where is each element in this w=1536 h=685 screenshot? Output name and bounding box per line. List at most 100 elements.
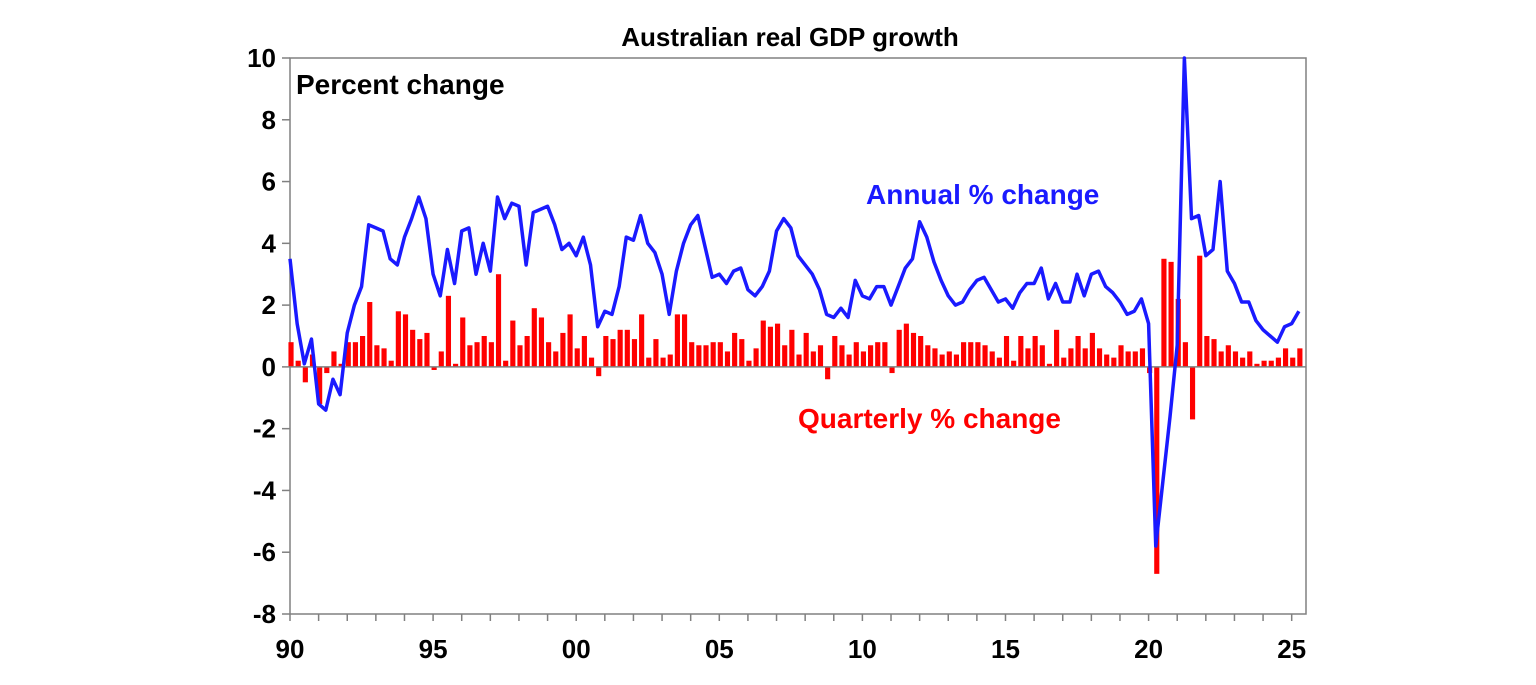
quarterly-bar <box>1161 258 1167 367</box>
quarterly-change-label: Quarterly % change <box>798 403 1061 434</box>
y-tick-label: -4 <box>253 475 277 505</box>
quarterly-bar <box>853 342 859 367</box>
quarterly-bar <box>1082 348 1088 367</box>
quarterly-bar <box>324 366 330 374</box>
quarterly-bar <box>832 336 838 367</box>
quarterly-bar <box>1132 351 1138 367</box>
quarterly-bar <box>961 342 967 367</box>
quarterly-bar <box>774 323 781 367</box>
quarterly-bar <box>317 366 323 404</box>
quarterly-bar <box>896 329 902 367</box>
quarterly-bar <box>1139 348 1146 367</box>
quarterly-bar <box>732 332 738 367</box>
quarterly-bar <box>1025 348 1031 367</box>
quarterly-bar <box>660 357 666 367</box>
quarterly-bar <box>610 339 616 367</box>
quarterly-bar <box>1111 357 1117 367</box>
quarterly-bar <box>553 351 559 367</box>
quarterly-bar <box>925 345 931 367</box>
quarterly-bar <box>381 348 387 367</box>
quarterly-bar <box>467 345 473 367</box>
quarterly-bar <box>1297 348 1303 367</box>
quarterly-bar <box>503 360 509 367</box>
quarterly-bar <box>588 357 595 367</box>
quarterly-bar <box>1089 332 1095 367</box>
quarterly-bar <box>474 342 480 367</box>
quarterly-bar <box>825 366 831 380</box>
quarterly-bar <box>1075 336 1081 367</box>
x-tick-label: 00 <box>562 634 591 664</box>
quarterly-bar <box>417 339 423 367</box>
quarterly-bar <box>1254 363 1260 367</box>
quarterly-bar <box>1003 336 1010 367</box>
quarterly-bar <box>667 354 673 367</box>
quarterly-bar <box>1182 342 1188 367</box>
quarterly-bar <box>460 317 466 367</box>
quarterly-bar <box>753 348 759 367</box>
y-tick-label: 0 <box>262 352 276 382</box>
quarterly-bar <box>968 342 974 367</box>
quarterly-bar <box>1096 348 1103 367</box>
quarterly-bar <box>1247 351 1253 367</box>
quarterly-bar <box>517 345 523 367</box>
quarterly-bar <box>531 308 537 367</box>
quarterly-bar <box>918 336 924 367</box>
quarterly-bar <box>889 366 895 374</box>
quarterly-bar <box>603 336 609 367</box>
x-tick-label: 20 <box>1134 634 1163 664</box>
quarterly-bar <box>1240 357 1246 367</box>
quarterly-bar <box>810 351 816 367</box>
quarterly-bar <box>617 329 623 367</box>
quarterly-bar <box>1032 336 1038 367</box>
quarterly-bar <box>624 329 630 367</box>
quarterly-bar <box>1225 345 1231 367</box>
quarterly-bar <box>438 351 444 367</box>
quarterly-bar <box>338 363 344 367</box>
annual-change-label: Annual % change <box>866 179 1099 210</box>
quarterly-bar <box>717 342 723 367</box>
quarterly-bar <box>431 366 437 370</box>
quarterly-bar <box>495 274 502 367</box>
quarterly-bar <box>302 366 308 383</box>
quarterly-bar <box>817 345 824 367</box>
quarterly-bar <box>1197 255 1203 367</box>
y-tick-label: 6 <box>262 167 276 197</box>
quarterly-bar <box>374 345 380 367</box>
quarterly-bar <box>875 342 881 367</box>
quarterly-bar <box>839 345 845 367</box>
quarterly-bar <box>746 360 752 367</box>
quarterly-bar <box>424 332 430 367</box>
quarterly-bar <box>932 348 938 367</box>
quarterly-bar <box>1290 357 1296 367</box>
y-tick-label: -8 <box>253 599 276 629</box>
quarterly-bar <box>481 336 487 367</box>
y-tick-label: -6 <box>253 537 276 567</box>
quarterly-bar <box>1282 348 1289 367</box>
quarterly-bar <box>402 314 409 367</box>
quarterly-bar <box>1046 363 1053 367</box>
plot-area <box>289 57 1307 615</box>
quarterly-bar <box>703 345 709 367</box>
quarterly-bar <box>388 360 394 367</box>
quarterly-bar <box>975 342 981 367</box>
quarterly-bar <box>360 336 366 367</box>
chart-title: Australian real GDP growth <box>621 22 959 52</box>
x-axis: 90 95 00 05 10 15 20 25 <box>276 614 1306 664</box>
quarterly-bar <box>1061 357 1067 367</box>
quarterly-bar <box>996 357 1002 367</box>
quarterly-bar <box>868 345 874 367</box>
quarterly-bar <box>1118 345 1124 367</box>
quarterly-bar <box>524 336 530 367</box>
quarterly-bar <box>739 339 745 367</box>
quarterly-bar <box>689 342 695 367</box>
quarterly-bar <box>953 354 960 367</box>
quarterly-bar <box>488 342 494 367</box>
quarterly-bar <box>581 336 587 367</box>
quarterly-bar <box>295 360 301 367</box>
quarterly-bar <box>395 311 401 367</box>
quarterly-bar <box>846 354 852 367</box>
quarterly-bar <box>1204 336 1210 367</box>
quarterly-bar <box>760 320 766 367</box>
quarterly-bar <box>767 326 773 367</box>
